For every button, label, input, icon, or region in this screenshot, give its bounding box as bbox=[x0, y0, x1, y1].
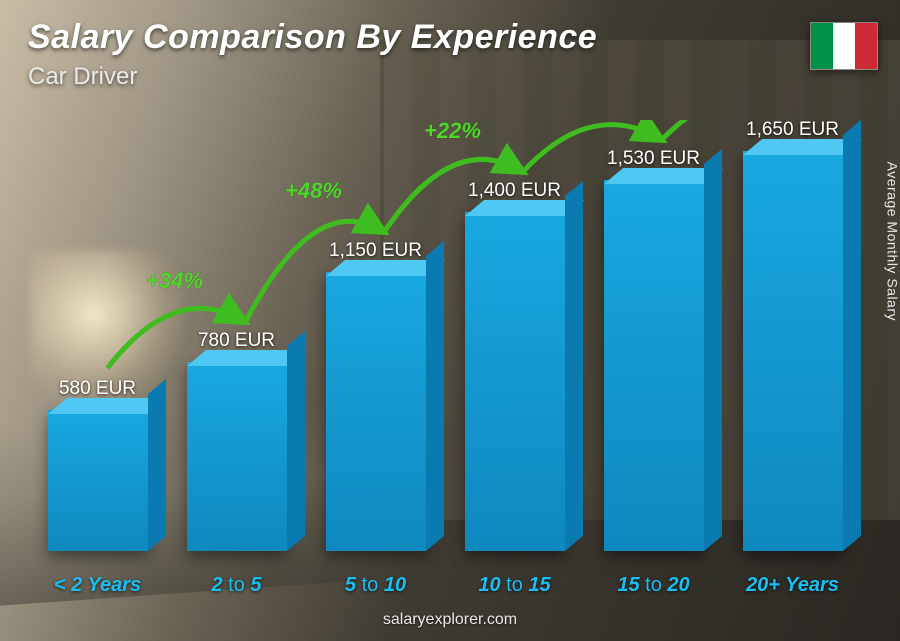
x-label-2to5: 2 to 5 bbox=[174, 574, 299, 597]
bar-20plus: 1,650 EUR bbox=[730, 119, 855, 551]
flag-stripe-3 bbox=[855, 23, 877, 69]
bar-10to15: 1,400 EUR bbox=[452, 180, 577, 551]
x-label-20plus: 20+ Years bbox=[730, 574, 855, 597]
infographic-stage: Salary Comparison By Experience Car Driv… bbox=[0, 0, 900, 641]
bar-value-label: 1,150 EUR bbox=[329, 240, 422, 262]
bar-value-label: 780 EUR bbox=[198, 330, 275, 352]
bar-body bbox=[604, 180, 704, 551]
bar-value-label: 1,650 EUR bbox=[746, 119, 839, 141]
bar-2to5: 780 EUR bbox=[174, 330, 299, 551]
footer-attribution: salaryexplorer.com bbox=[0, 611, 900, 629]
bar-value-label: 1,530 EUR bbox=[607, 148, 700, 170]
x-label-15to20: 15 to 20 bbox=[591, 574, 716, 597]
bar-body bbox=[48, 410, 148, 551]
bar-side-face bbox=[565, 181, 583, 551]
title-block: Salary Comparison By Experience Car Driv… bbox=[28, 18, 597, 91]
bar-side-face bbox=[287, 331, 305, 551]
x-label-lt2: < 2 Years bbox=[35, 574, 160, 597]
bar-15to20: 1,530 EUR bbox=[591, 148, 716, 551]
chart-subtitle: Car Driver bbox=[28, 63, 597, 91]
bar-side-face bbox=[704, 149, 722, 551]
bar-body bbox=[465, 212, 565, 551]
bars-container: 580 EUR 780 EUR 1,150 EUR 1,400 EUR 1,530 EU… bbox=[35, 120, 855, 551]
x-label-5to10: 5 to 10 bbox=[313, 574, 438, 597]
bar-lt2: 580 EUR bbox=[35, 378, 160, 551]
flag-stripe-2 bbox=[833, 23, 855, 69]
flag-stripe-1 bbox=[811, 23, 833, 69]
bar-side-face bbox=[148, 379, 166, 551]
bar-body bbox=[743, 151, 843, 551]
bar-body bbox=[326, 272, 426, 551]
bar-body bbox=[187, 362, 287, 551]
country-flag-italy bbox=[810, 22, 878, 70]
chart-area: +34% +48% +22% +9% +8% 580 EUR780 EUR1,1… bbox=[35, 120, 855, 561]
bar-value-label: 1,400 EUR bbox=[468, 180, 561, 202]
bar-side-face bbox=[426, 241, 444, 551]
bar-side-face bbox=[843, 120, 861, 551]
bar-5to10: 1,150 EUR bbox=[313, 240, 438, 551]
bar-value-label: 580 EUR bbox=[59, 378, 136, 400]
y-axis-label: Average Monthly Salary bbox=[884, 161, 900, 320]
x-label-10to15: 10 to 15 bbox=[452, 574, 577, 597]
chart-title: Salary Comparison By Experience bbox=[28, 18, 597, 57]
x-axis: < 2 Years 2 to 5 5 to 10 10 to 15 15 to 20 20… bbox=[35, 574, 855, 597]
